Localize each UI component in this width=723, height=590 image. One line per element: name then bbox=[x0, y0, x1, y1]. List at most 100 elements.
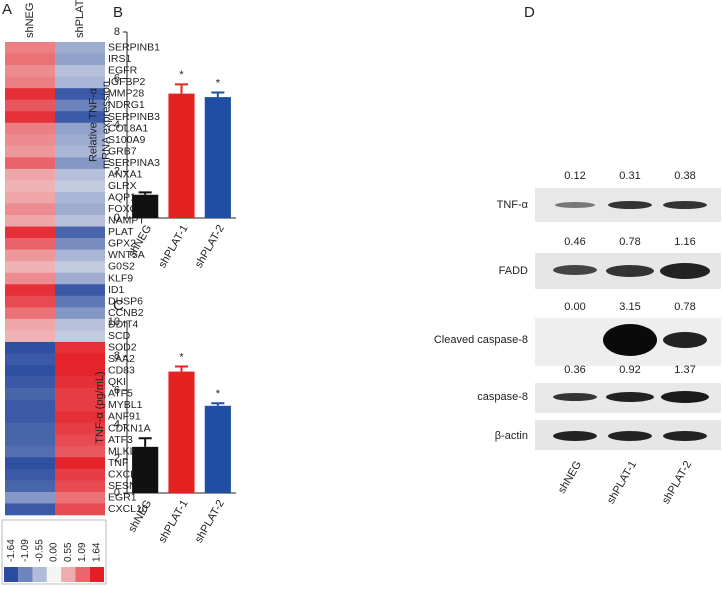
row-label: ANF91 bbox=[108, 411, 141, 423]
panel-label: B bbox=[113, 4, 123, 21]
blot-row-label: Cleaved caspase-8 bbox=[434, 334, 528, 346]
band bbox=[663, 431, 707, 441]
heatmap-cell bbox=[55, 42, 105, 54]
heatmap-cell bbox=[55, 180, 105, 193]
blot-quant: 0.12 bbox=[564, 170, 585, 182]
column-label: shPLAT-1 bbox=[74, 0, 86, 38]
blot-quant: 0.78 bbox=[674, 301, 695, 313]
heatmap-cell bbox=[55, 445, 105, 458]
band bbox=[660, 263, 710, 279]
heatmap-cell bbox=[5, 111, 55, 124]
row-label: EGR1 bbox=[108, 491, 137, 503]
y-tick-label: 10 bbox=[108, 316, 120, 328]
row-label: ID1 bbox=[108, 284, 125, 296]
blot-row-label: β-actin bbox=[495, 430, 528, 442]
y-tick-label: 8 bbox=[114, 350, 120, 362]
panel-label: D bbox=[524, 4, 535, 21]
heatmap-cell bbox=[55, 376, 105, 389]
heatmap-cell bbox=[55, 122, 105, 135]
heatmap-cell bbox=[55, 99, 105, 112]
heatmap-cell bbox=[5, 411, 55, 424]
heatmap-cell bbox=[5, 180, 55, 193]
blot-quant: 0.78 bbox=[619, 236, 640, 248]
row-label: QKI bbox=[108, 376, 126, 388]
colorbar-label: -0.55 bbox=[34, 539, 45, 562]
x-tick-label: shPLAT-1 bbox=[156, 498, 190, 545]
heatmap-cell bbox=[5, 261, 55, 274]
x-tick-label: shPLAT-2 bbox=[193, 498, 227, 545]
heatmap-cell bbox=[5, 503, 55, 516]
row-label: KLF9 bbox=[108, 272, 133, 284]
blot-quant: 0.00 bbox=[564, 301, 585, 313]
row-label: GRB7 bbox=[108, 145, 137, 157]
colorbar-label: 0.00 bbox=[49, 542, 60, 562]
heatmap-cell bbox=[55, 411, 105, 424]
blot-lane-label: shPLAT-1 bbox=[605, 459, 639, 506]
colorbar-frame bbox=[1, 519, 107, 585]
colorbar-cell bbox=[75, 567, 90, 582]
band bbox=[606, 265, 654, 277]
heatmap-cell bbox=[5, 42, 55, 54]
row-label: COL8A1 bbox=[108, 122, 148, 134]
heatmap-cell bbox=[55, 503, 105, 516]
heatmap-cell bbox=[55, 388, 105, 400]
band bbox=[608, 431, 652, 441]
heatmap-cell bbox=[5, 318, 55, 331]
y-tick-label: 2 bbox=[114, 453, 120, 465]
heatmap-cell bbox=[5, 157, 55, 170]
row-label: GLRX bbox=[108, 180, 137, 192]
heatmap-cell bbox=[55, 238, 105, 250]
error-bar bbox=[211, 91, 225, 98]
heatmap-cell bbox=[55, 272, 105, 285]
y-tick-label: 2 bbox=[114, 165, 120, 177]
row-label: ATF5 bbox=[108, 388, 133, 400]
heatmap-cell bbox=[55, 353, 105, 366]
row-label: CXCL10 bbox=[108, 503, 148, 515]
row-label: CD83 bbox=[108, 365, 135, 377]
heatmap-cell bbox=[55, 111, 105, 124]
heatmap-cell bbox=[5, 88, 55, 100]
row-label: AQP1 bbox=[108, 192, 136, 204]
band bbox=[555, 202, 595, 208]
heatmap-cell bbox=[5, 295, 55, 308]
row-label: SERPINB1 bbox=[108, 42, 160, 54]
row-label: SOD2 bbox=[108, 342, 137, 354]
blot-row-label: TNF-α bbox=[497, 199, 529, 211]
heatmap-cell bbox=[5, 191, 55, 204]
heatmap-cell bbox=[5, 53, 55, 66]
heatmap-cell bbox=[5, 284, 55, 297]
blot-quant: 0.31 bbox=[619, 170, 640, 182]
heatmap-cell bbox=[55, 53, 105, 66]
row-label: TNF bbox=[108, 457, 128, 469]
blot-quant: 1.37 bbox=[674, 364, 695, 376]
heatmap-cell bbox=[55, 134, 105, 147]
heatmap-cell bbox=[55, 226, 105, 239]
row-label: WNT5A bbox=[108, 249, 145, 261]
heatmap-cell bbox=[55, 365, 105, 377]
y-tick-label: 6 bbox=[114, 384, 120, 396]
heatmap-cell bbox=[5, 376, 55, 389]
y-tick-label: 0 bbox=[114, 212, 120, 224]
heatmap-cell bbox=[5, 480, 55, 493]
colorbar-cell bbox=[4, 567, 19, 582]
row-label: NDRG1 bbox=[108, 99, 145, 111]
y-tick-label: 6 bbox=[114, 72, 120, 84]
significance: * bbox=[216, 388, 221, 400]
y-tick-label: 4 bbox=[114, 419, 120, 431]
heatmap-cell bbox=[5, 353, 55, 366]
heatmap-cell bbox=[55, 399, 105, 412]
heatmap-cell bbox=[5, 99, 55, 112]
row-label: PLAT bbox=[108, 226, 134, 238]
blot-quant: 0.36 bbox=[564, 364, 585, 376]
row-label: MLKL bbox=[108, 445, 136, 457]
heatmap-cell bbox=[55, 480, 105, 493]
heatmap-cell bbox=[5, 272, 55, 285]
band bbox=[553, 265, 597, 275]
y-axis-label: TNF-α (pg/mL) bbox=[94, 371, 106, 443]
blot-row-label: caspase-8 bbox=[477, 391, 528, 403]
bar bbox=[168, 93, 195, 218]
y-tick-label: 4 bbox=[114, 119, 120, 131]
panel-label: A bbox=[2, 1, 12, 18]
heatmap-cell bbox=[55, 249, 105, 262]
heatmap-cell bbox=[55, 491, 105, 504]
